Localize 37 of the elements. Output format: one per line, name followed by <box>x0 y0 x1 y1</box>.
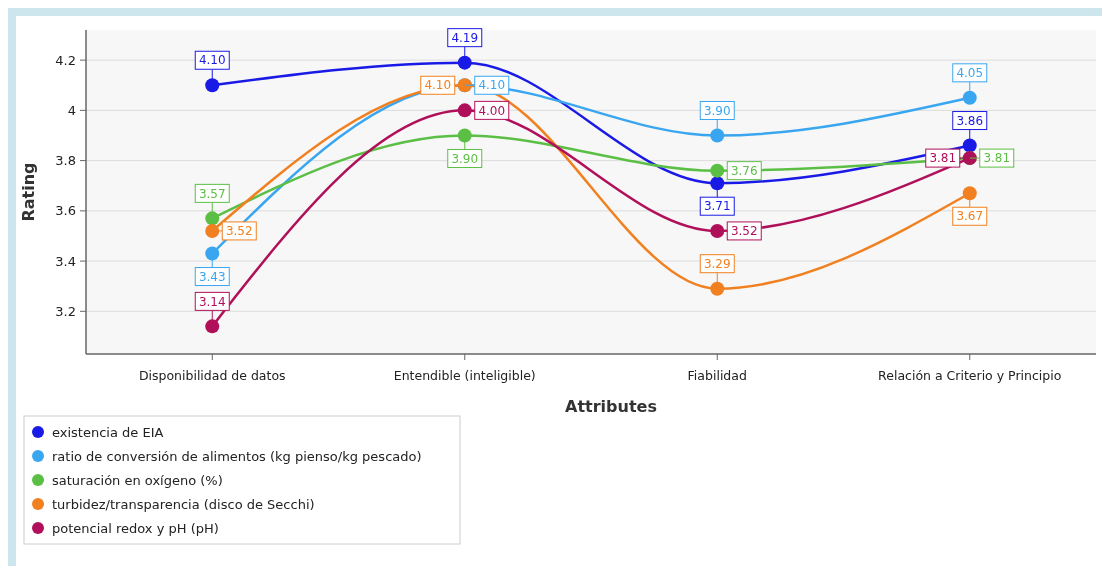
data-label: 4.10 <box>478 78 506 93</box>
x-axis-title: Attributes <box>565 397 657 416</box>
data-label: 3.57 <box>198 186 226 201</box>
data-label: 4.00 <box>478 103 506 118</box>
legend-label: existencia de EIA <box>52 424 164 440</box>
data-label: 3.81 <box>929 151 957 166</box>
data-label: 3.43 <box>198 269 226 284</box>
data-label: 3.86 <box>956 113 984 128</box>
data-label: 3.71 <box>703 199 731 214</box>
data-label: 3.90 <box>703 103 731 118</box>
y-tick-label: 3.6 <box>55 203 76 219</box>
y-tick-label: 4 <box>67 102 76 118</box>
data-label: 4.05 <box>956 66 984 81</box>
data-label: 4.19 <box>451 30 479 45</box>
data-label: 3.81 <box>983 151 1011 166</box>
x-tick-label: Disponibilidad de datos <box>138 368 286 383</box>
data-label: 3.29 <box>703 256 731 271</box>
legend-label: ratio de conversión de alimentos (kg pienso/kg pescado) <box>52 448 422 464</box>
y-tick-label: 4.2 <box>55 52 76 68</box>
data-label: 3.67 <box>956 209 984 224</box>
legend-label: potencial redox y pH (pH) <box>52 520 219 536</box>
data-label: 3.90 <box>451 151 479 166</box>
legend-label: turbidez/transparencia (disco de Secchi) <box>52 496 315 512</box>
y-axis-title: Rating <box>19 162 38 222</box>
legend-label: saturación en oxígeno (%) <box>52 472 223 488</box>
x-tick-label: Relación a Criterio y Principio <box>878 368 1062 383</box>
y-tick-label: 3.4 <box>55 253 76 269</box>
y-tick-label: 3.8 <box>55 153 76 169</box>
x-tick-label: Entendible (inteligible) <box>393 368 536 383</box>
data-label: 3.14 <box>198 294 226 309</box>
data-label: 3.76 <box>730 163 758 178</box>
data-label: 4.10 <box>198 53 226 68</box>
data-label: 3.52 <box>225 224 253 239</box>
data-label: 3.52 <box>730 224 758 239</box>
x-tick-label: Fiabilidad <box>687 368 747 383</box>
data-label: 4.10 <box>424 78 452 93</box>
y-tick-label: 3.2 <box>55 303 76 319</box>
